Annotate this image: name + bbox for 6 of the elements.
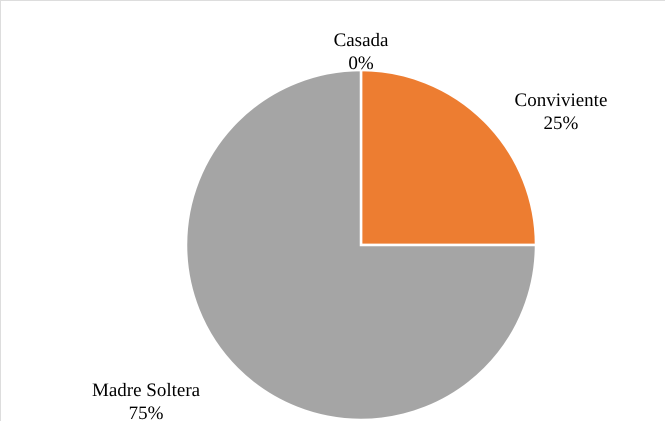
category-label: Casada: [334, 30, 388, 51]
slice-label: Conviviente: [514, 90, 608, 112]
data-label: 25%: [544, 113, 579, 134]
text: 0%: [348, 53, 374, 74]
data-label: 75%: [128, 402, 164, 421]
slice-label: Madre Soltera: [92, 380, 201, 401]
